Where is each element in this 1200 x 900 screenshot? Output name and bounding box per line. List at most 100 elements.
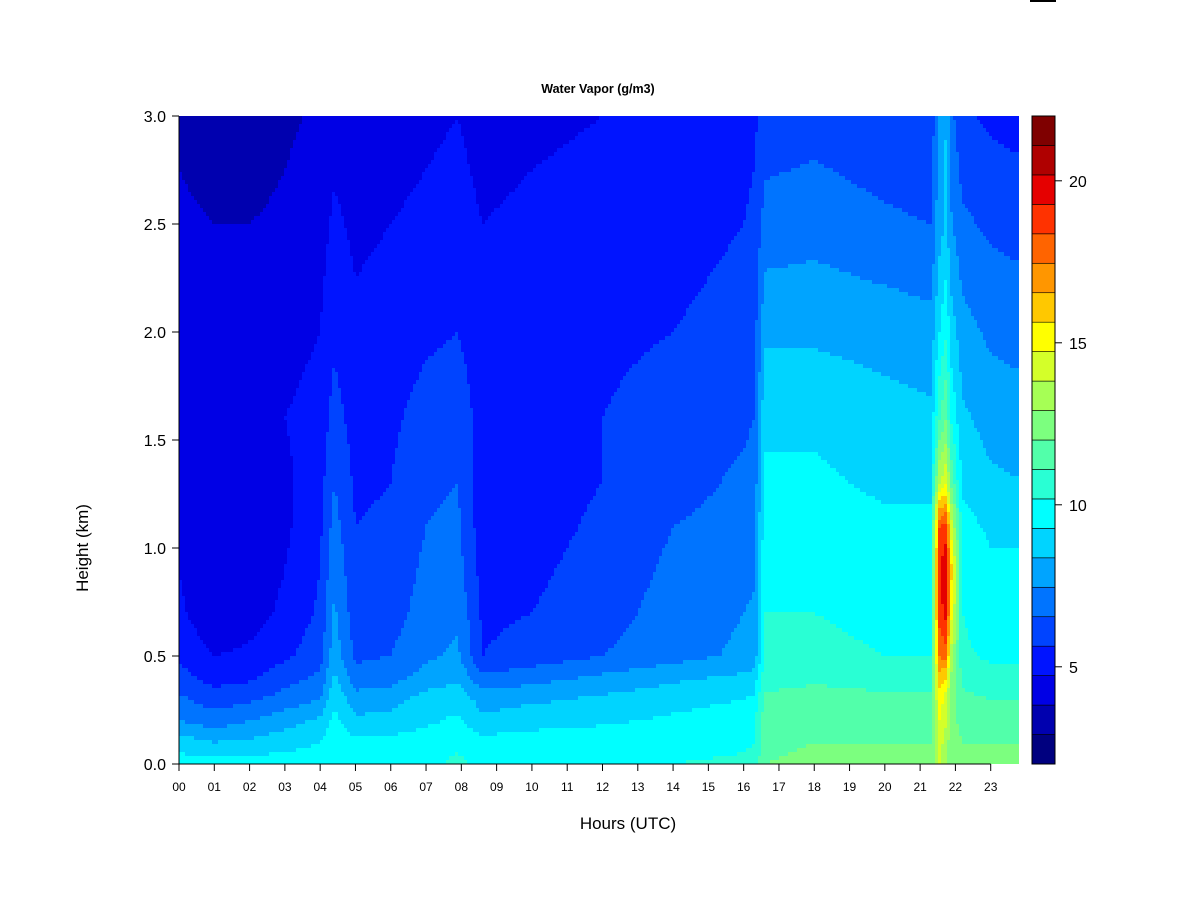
heatmap-cell	[428, 116, 432, 121]
heatmap-cell	[308, 136, 312, 141]
heatmap-cell	[473, 140, 477, 145]
heatmap-cell	[641, 124, 645, 129]
heatmap-cell	[473, 128, 477, 133]
heatmap-cell	[914, 128, 918, 133]
heatmap-cell	[365, 128, 369, 133]
heatmap-cell	[545, 136, 549, 141]
heatmap-cell	[983, 132, 987, 137]
heatmap-cell	[824, 128, 828, 133]
heatmap-cell	[383, 124, 387, 129]
heatmap-cell	[500, 120, 504, 125]
heatmap-cell	[605, 116, 609, 121]
heatmap-cell	[911, 132, 915, 137]
heatmap-cell	[485, 128, 489, 133]
heatmap-cell	[884, 136, 888, 141]
heatmap-cell	[449, 136, 453, 141]
heatmap-cell	[410, 128, 414, 133]
heatmap-cell	[284, 128, 288, 133]
heatmap-cell	[986, 120, 990, 125]
heatmap-cell	[995, 120, 999, 125]
heatmap-cell	[785, 136, 789, 141]
heatmap-cell	[968, 128, 972, 133]
heatmap-cell	[200, 132, 204, 137]
heatmap-cell	[1010, 128, 1014, 133]
heatmap-cell	[251, 136, 255, 141]
heatmap-cell	[572, 128, 576, 133]
heatmap-cell	[752, 120, 756, 125]
heatmap-cell	[746, 116, 750, 121]
heatmap-cell	[575, 120, 579, 125]
heatmap-cell	[593, 132, 597, 137]
heatmap-cell	[371, 140, 375, 145]
heatmap-cell	[323, 140, 327, 145]
heatmap-cell	[572, 132, 576, 137]
heatmap-cell	[911, 136, 915, 141]
heatmap-cell	[818, 132, 822, 137]
heatmap-cell	[869, 120, 873, 125]
heatmap-cell	[464, 116, 468, 121]
heatmap-cell	[848, 128, 852, 133]
heatmap-cell	[422, 132, 426, 137]
heatmap-cell	[683, 120, 687, 125]
heatmap-cell	[860, 124, 864, 129]
heatmap-cell	[338, 132, 342, 137]
heatmap-cell	[419, 124, 423, 129]
heatmap-cell	[485, 140, 489, 145]
heatmap-cell	[992, 128, 996, 133]
heatmap-cell	[935, 120, 939, 125]
heatmap-cell	[254, 128, 258, 133]
heatmap-cell	[710, 128, 714, 133]
heatmap-cell	[437, 120, 441, 125]
heatmap-cell	[608, 124, 612, 129]
heatmap-cell	[314, 124, 318, 129]
heatmap-cell	[653, 136, 657, 141]
heatmap-cell	[845, 136, 849, 141]
heatmap-cell	[794, 120, 798, 125]
heatmap-cell	[1016, 132, 1019, 137]
heatmap-cell	[905, 136, 909, 141]
heatmap-cell	[986, 136, 990, 141]
heatmap-cell	[665, 136, 669, 141]
heatmap-cell	[917, 116, 921, 121]
heatmap-cell	[302, 116, 306, 121]
heatmap-cell	[665, 116, 669, 121]
heatmap-cell	[218, 136, 222, 141]
heatmap-cell	[506, 124, 510, 129]
heatmap-cell	[329, 120, 333, 125]
heatmap-cell	[923, 124, 927, 129]
heatmap-cell	[590, 120, 594, 125]
heatmap-cell	[797, 128, 801, 133]
heatmap-cell	[332, 120, 336, 125]
heatmap-cell	[224, 128, 228, 133]
heatmap-cell	[524, 132, 528, 137]
heatmap-cell	[575, 124, 579, 129]
heatmap-cell	[536, 128, 540, 133]
heatmap-cell	[683, 128, 687, 133]
heatmap-cell	[227, 116, 231, 121]
heatmap-cell	[755, 128, 759, 133]
heatmap-cell	[647, 132, 651, 137]
heatmap-cell	[482, 136, 486, 141]
heatmap-cell	[278, 128, 282, 133]
heatmap-cell	[434, 120, 438, 125]
heatmap-cell	[287, 120, 291, 125]
heatmap-cell	[935, 136, 939, 141]
heatmap-cell	[707, 116, 711, 121]
heatmap-cell	[428, 136, 432, 141]
heatmap-cell	[311, 136, 315, 141]
heatmap-cell	[656, 132, 660, 137]
heatmap-cell	[938, 136, 942, 141]
heatmap-cell	[866, 128, 870, 133]
heatmap-cell	[608, 128, 612, 133]
heatmap-cell	[203, 124, 207, 129]
heatmap-cell	[308, 140, 312, 145]
heatmap-cell	[689, 128, 693, 133]
heatmap-cell	[683, 116, 687, 121]
heatmap-cell	[860, 136, 864, 141]
heatmap-cell	[968, 136, 972, 141]
heatmap-cell	[881, 120, 885, 125]
heatmap-cell	[179, 116, 183, 121]
heatmap-cell	[686, 128, 690, 133]
heatmap-cell	[596, 128, 600, 133]
heatmap-cell	[800, 124, 804, 129]
